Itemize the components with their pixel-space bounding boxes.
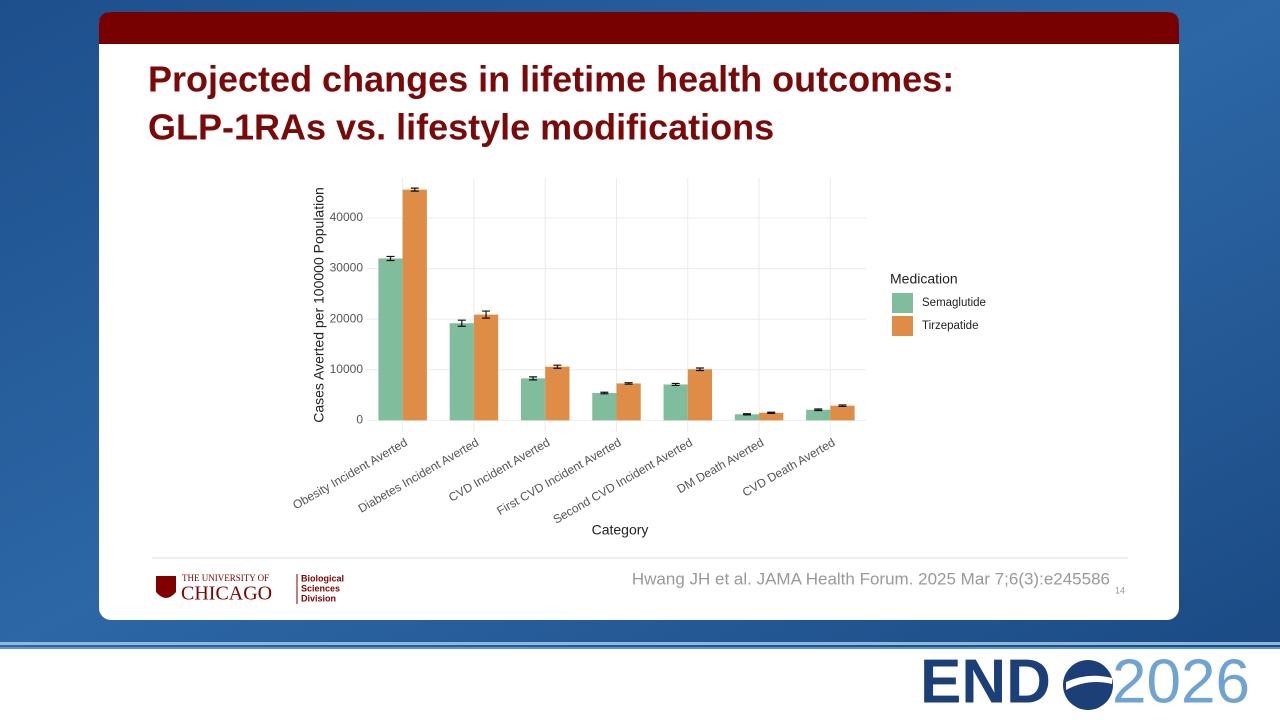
error-bar bbox=[386, 255, 395, 262]
bar bbox=[449, 323, 474, 421]
page-number: 14 bbox=[1115, 585, 1125, 595]
slide-title: GLP-1RAs vs. lifestyle modifications bbox=[148, 107, 774, 148]
bar bbox=[759, 412, 784, 421]
conference-name: END bbox=[920, 647, 1051, 716]
slide-title: Projected changes in lifetime health out… bbox=[148, 59, 954, 100]
conference-year: 2026 bbox=[1112, 647, 1250, 716]
bar bbox=[592, 393, 617, 421]
y-axis-label: Cases Averted per 100000 Population bbox=[311, 187, 327, 423]
error-bar bbox=[624, 382, 633, 385]
error-bar bbox=[410, 187, 419, 192]
legend-key bbox=[892, 293, 913, 313]
logo-name: CHICAGO bbox=[181, 583, 272, 605]
logo: THE UNIVERSITY OF CHICAGO Biological Sci… bbox=[156, 573, 344, 605]
logo-division: Sciences bbox=[301, 583, 340, 593]
y-tick-label: 20000 bbox=[330, 311, 364, 325]
x-axis-label: Category bbox=[592, 522, 649, 538]
error-bar bbox=[529, 376, 538, 381]
band-line bbox=[0, 647, 1280, 649]
y-tick-label: 40000 bbox=[330, 210, 364, 224]
bar bbox=[545, 366, 570, 421]
error-bar bbox=[457, 319, 466, 327]
error-bar bbox=[671, 382, 680, 387]
logo-division: Biological bbox=[301, 573, 344, 583]
bar bbox=[616, 383, 641, 421]
bar bbox=[473, 314, 499, 421]
legend-label: Tirzepatide bbox=[922, 320, 978, 332]
error-bar bbox=[767, 411, 776, 414]
bar bbox=[520, 378, 546, 421]
bar bbox=[687, 369, 713, 421]
bar bbox=[378, 258, 403, 421]
error-bar bbox=[838, 404, 847, 408]
globe-icon bbox=[1063, 660, 1113, 710]
y-tick-label: 30000 bbox=[330, 261, 364, 275]
error-bar bbox=[553, 364, 562, 369]
bar bbox=[734, 414, 760, 421]
error-bar bbox=[695, 367, 704, 372]
bar bbox=[402, 189, 427, 421]
header-bar bbox=[99, 12, 1179, 44]
y-tick-label: 10000 bbox=[330, 362, 364, 376]
bar bbox=[830, 405, 855, 421]
crest bbox=[156, 576, 176, 598]
legend-label: Semaglutide bbox=[922, 297, 986, 309]
legend-title: Medication bbox=[890, 271, 958, 287]
error-bar bbox=[742, 413, 751, 416]
bar bbox=[663, 384, 688, 421]
band-line bbox=[0, 642, 1280, 645]
error-bar bbox=[814, 408, 823, 412]
citation: Hwang JH et al. JAMA Health Forum. 2025 … bbox=[632, 569, 1110, 588]
error-bar bbox=[482, 310, 491, 319]
logo-division: Division bbox=[301, 593, 336, 603]
y-tick-label: 0 bbox=[356, 413, 363, 427]
error-bar bbox=[600, 391, 609, 395]
logo-line: THE UNIVERSITY OF bbox=[182, 573, 269, 583]
bar bbox=[806, 409, 831, 421]
card bbox=[99, 12, 1179, 620]
legend-key bbox=[892, 316, 913, 336]
